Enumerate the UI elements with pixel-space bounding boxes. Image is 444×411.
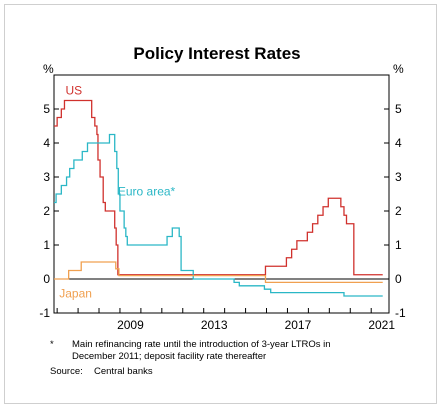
- source-text: Central banks: [94, 366, 153, 377]
- x-tick-label: 2017: [285, 318, 312, 332]
- y-tick-label-left: 2: [43, 204, 50, 218]
- series-label-euro-area: Euro area*: [118, 185, 176, 199]
- x-tick-label: 2013: [201, 318, 228, 332]
- series-layer: [54, 99, 383, 297]
- footnote-line-2: December 2011; deposit facility rate the…: [72, 351, 267, 362]
- y-tick-label-left: 5: [43, 102, 50, 116]
- source-label: Source:: [50, 366, 83, 377]
- chart: Policy Interest Rates % % -1 -1 0 0 1 1 2 2 3 3 4 4 5 5…: [39, 44, 406, 332]
- y-unit-left: %: [43, 62, 54, 76]
- y-tick-label-right: 4: [395, 136, 402, 150]
- series-line-euro-area: [54, 133, 383, 297]
- y-tick-label-right: -1: [395, 306, 406, 320]
- footnote-line-1: Main refinancing rate until the introduc…: [72, 339, 331, 350]
- y-tick-label-right: 1: [395, 238, 402, 252]
- y-tick-label-left: 1: [43, 238, 50, 252]
- x-tick-label: 2021: [368, 318, 395, 332]
- series-labels: US Euro area* Japan: [59, 84, 175, 301]
- footnote-marker: *: [50, 339, 54, 350]
- series-label-us: US: [66, 84, 83, 98]
- y-tick-label-right: 2: [395, 204, 402, 218]
- y-tick-label-left: 3: [43, 170, 50, 184]
- series-line-japan: [54, 261, 383, 284]
- chart-title: Policy Interest Rates: [133, 44, 300, 63]
- y-unit-right: %: [393, 62, 404, 76]
- y-tick-label-left: -1: [39, 306, 50, 320]
- y-tick-label-left: 0: [43, 272, 50, 286]
- y-tick-label-right: 5: [395, 102, 402, 116]
- plot-border: [53, 74, 390, 314]
- axes: % % -1 -1 0 0 1 1 2 2 3 3 4 4 5 5 2009 2013 2017 2021: [39, 62, 406, 332]
- y-tick-label-left: 4: [43, 136, 50, 150]
- x-tick-label: 2009: [117, 318, 144, 332]
- series-label-japan: Japan: [59, 287, 92, 301]
- series-line-us: [54, 99, 383, 276]
- y-tick-label-right: 3: [395, 170, 402, 184]
- y-tick-label-right: 0: [395, 272, 402, 286]
- chart-frame: Policy Interest Rates %% -1 -1 0 0 1 1 2 2 3 3 4 4 5 5…: [4, 4, 437, 404]
